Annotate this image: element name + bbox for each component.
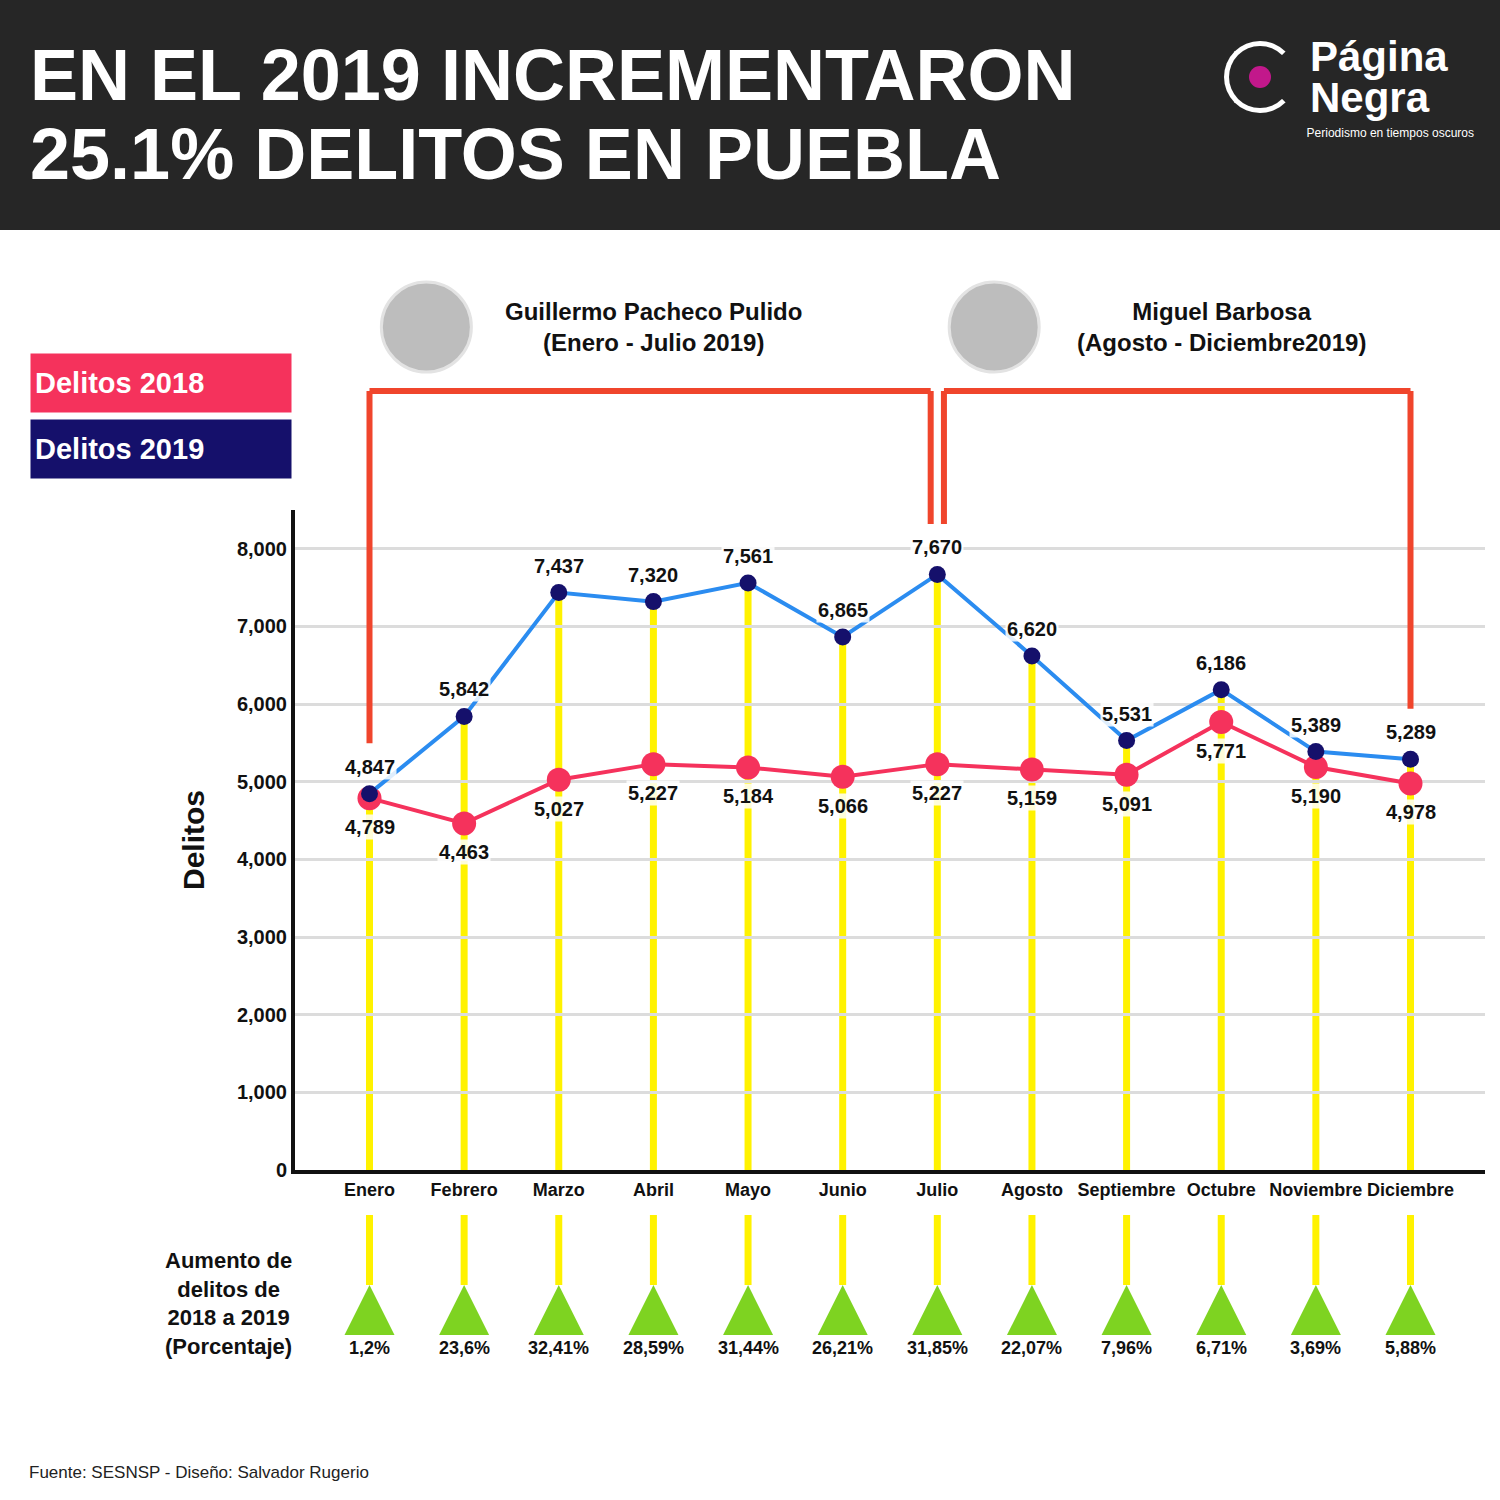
svg-text:5,842: 5,842 [439, 678, 489, 700]
svg-text:6,620: 6,620 [1007, 618, 1057, 640]
svg-text:8,000: 8,000 [237, 538, 287, 560]
svg-text:5,531: 5,531 [1102, 703, 1152, 725]
svg-text:7,670: 7,670 [912, 536, 962, 558]
svg-text:Enero: Enero [344, 1180, 395, 1200]
svg-text:3,69%: 3,69% [1290, 1338, 1341, 1358]
svg-text:Fuente: SESNSP - Diseño: Salva: Fuente: SESNSP - Diseño: Salvador Rugeri… [29, 1463, 369, 1482]
svg-text:3,000: 3,000 [237, 926, 287, 948]
svg-text:31,85%: 31,85% [907, 1338, 968, 1358]
svg-text:5,190: 5,190 [1291, 785, 1341, 807]
svg-text:Septiembre: Septiembre [1078, 1180, 1176, 1200]
svg-text:5,184: 5,184 [723, 785, 774, 807]
svg-text:5,227: 5,227 [912, 782, 962, 804]
svg-text:6,71%: 6,71% [1196, 1338, 1247, 1358]
svg-text:Julio: Julio [916, 1180, 958, 1200]
svg-text:Delitos 2019: Delitos 2019 [35, 433, 204, 465]
svg-text:5,88%: 5,88% [1385, 1338, 1436, 1358]
svg-text:Abril: Abril [633, 1180, 674, 1200]
svg-text:1,2%: 1,2% [349, 1338, 390, 1358]
svg-text:5,000: 5,000 [237, 771, 287, 793]
svg-text:4,000: 4,000 [237, 848, 287, 870]
svg-text:Noviembre: Noviembre [1269, 1180, 1362, 1200]
svg-text:6,186: 6,186 [1196, 652, 1246, 674]
svg-text:Agosto: Agosto [1001, 1180, 1063, 1200]
svg-text:Marzo: Marzo [533, 1180, 585, 1200]
svg-text:0: 0 [276, 1159, 287, 1181]
svg-text:5,027: 5,027 [534, 798, 584, 820]
svg-text:23,6%: 23,6% [439, 1338, 490, 1358]
svg-text:Delitos: Delitos [177, 790, 210, 890]
svg-text:4,847: 4,847 [345, 756, 395, 778]
svg-text:28,59%: 28,59% [623, 1338, 684, 1358]
svg-text:6,865: 6,865 [818, 599, 868, 621]
svg-text:Octubre: Octubre [1187, 1180, 1256, 1200]
svg-text:7,000: 7,000 [237, 615, 287, 637]
svg-text:5,159: 5,159 [1007, 787, 1057, 809]
svg-text:26,21%: 26,21% [812, 1338, 873, 1358]
svg-text:32,41%: 32,41% [528, 1338, 589, 1358]
svg-text:Diciembre: Diciembre [1367, 1180, 1454, 1200]
svg-text:4,463: 4,463 [439, 841, 489, 863]
svg-text:2,000: 2,000 [237, 1004, 287, 1026]
svg-text:7,561: 7,561 [723, 545, 773, 567]
svg-text:4,978: 4,978 [1386, 801, 1436, 823]
svg-text:Miguel Barbosa(Agosto - Diciem: Miguel Barbosa(Agosto - Diciembre2019) [1077, 298, 1366, 356]
html-text:Página Negra: Página Negra [1310, 33, 1448, 122]
svg-text:Guillermo Pacheco Pulido(Enero: Guillermo Pacheco Pulido(Enero - Julio 2… [505, 298, 802, 356]
svg-text:5,091: 5,091 [1102, 793, 1152, 815]
svg-text:5,066: 5,066 [818, 795, 868, 817]
svg-text:5,289: 5,289 [1386, 721, 1436, 743]
html-text:Periodismo en tiempos oscuros: Periodismo en tiempos oscuros [1306, 126, 1474, 141]
svg-text:Aumento dedelitos de2018 a 201: Aumento dedelitos de2018 a 2019(Porcenta… [165, 1248, 292, 1359]
svg-text:Febrero: Febrero [431, 1180, 498, 1200]
svg-text:6,000: 6,000 [237, 693, 287, 715]
svg-text:4,789: 4,789 [345, 816, 395, 838]
svg-text:5,227: 5,227 [628, 782, 678, 804]
svg-text:5,389: 5,389 [1291, 714, 1341, 736]
svg-text:Mayo: Mayo [725, 1180, 771, 1200]
svg-text:7,96%: 7,96% [1101, 1338, 1152, 1358]
svg-text:Delitos 2018: Delitos 2018 [35, 367, 204, 399]
svg-text:22,07%: 22,07% [1001, 1338, 1062, 1358]
svg-text:31,44%: 31,44% [718, 1338, 779, 1358]
svg-text:7,437: 7,437 [534, 555, 584, 577]
svg-text:Junio: Junio [819, 1180, 867, 1200]
html-text:25.1% DELITOS EN PUEBLA: 25.1% DELITOS EN PUEBLA [30, 114, 1001, 194]
svg-text:1,000: 1,000 [237, 1081, 287, 1103]
svg-text:5,771: 5,771 [1196, 740, 1246, 762]
svg-text:7,320: 7,320 [628, 564, 678, 586]
html-text:EN EL 2019 INCREMENTARON: EN EL 2019 INCREMENTARON [30, 34, 1076, 115]
